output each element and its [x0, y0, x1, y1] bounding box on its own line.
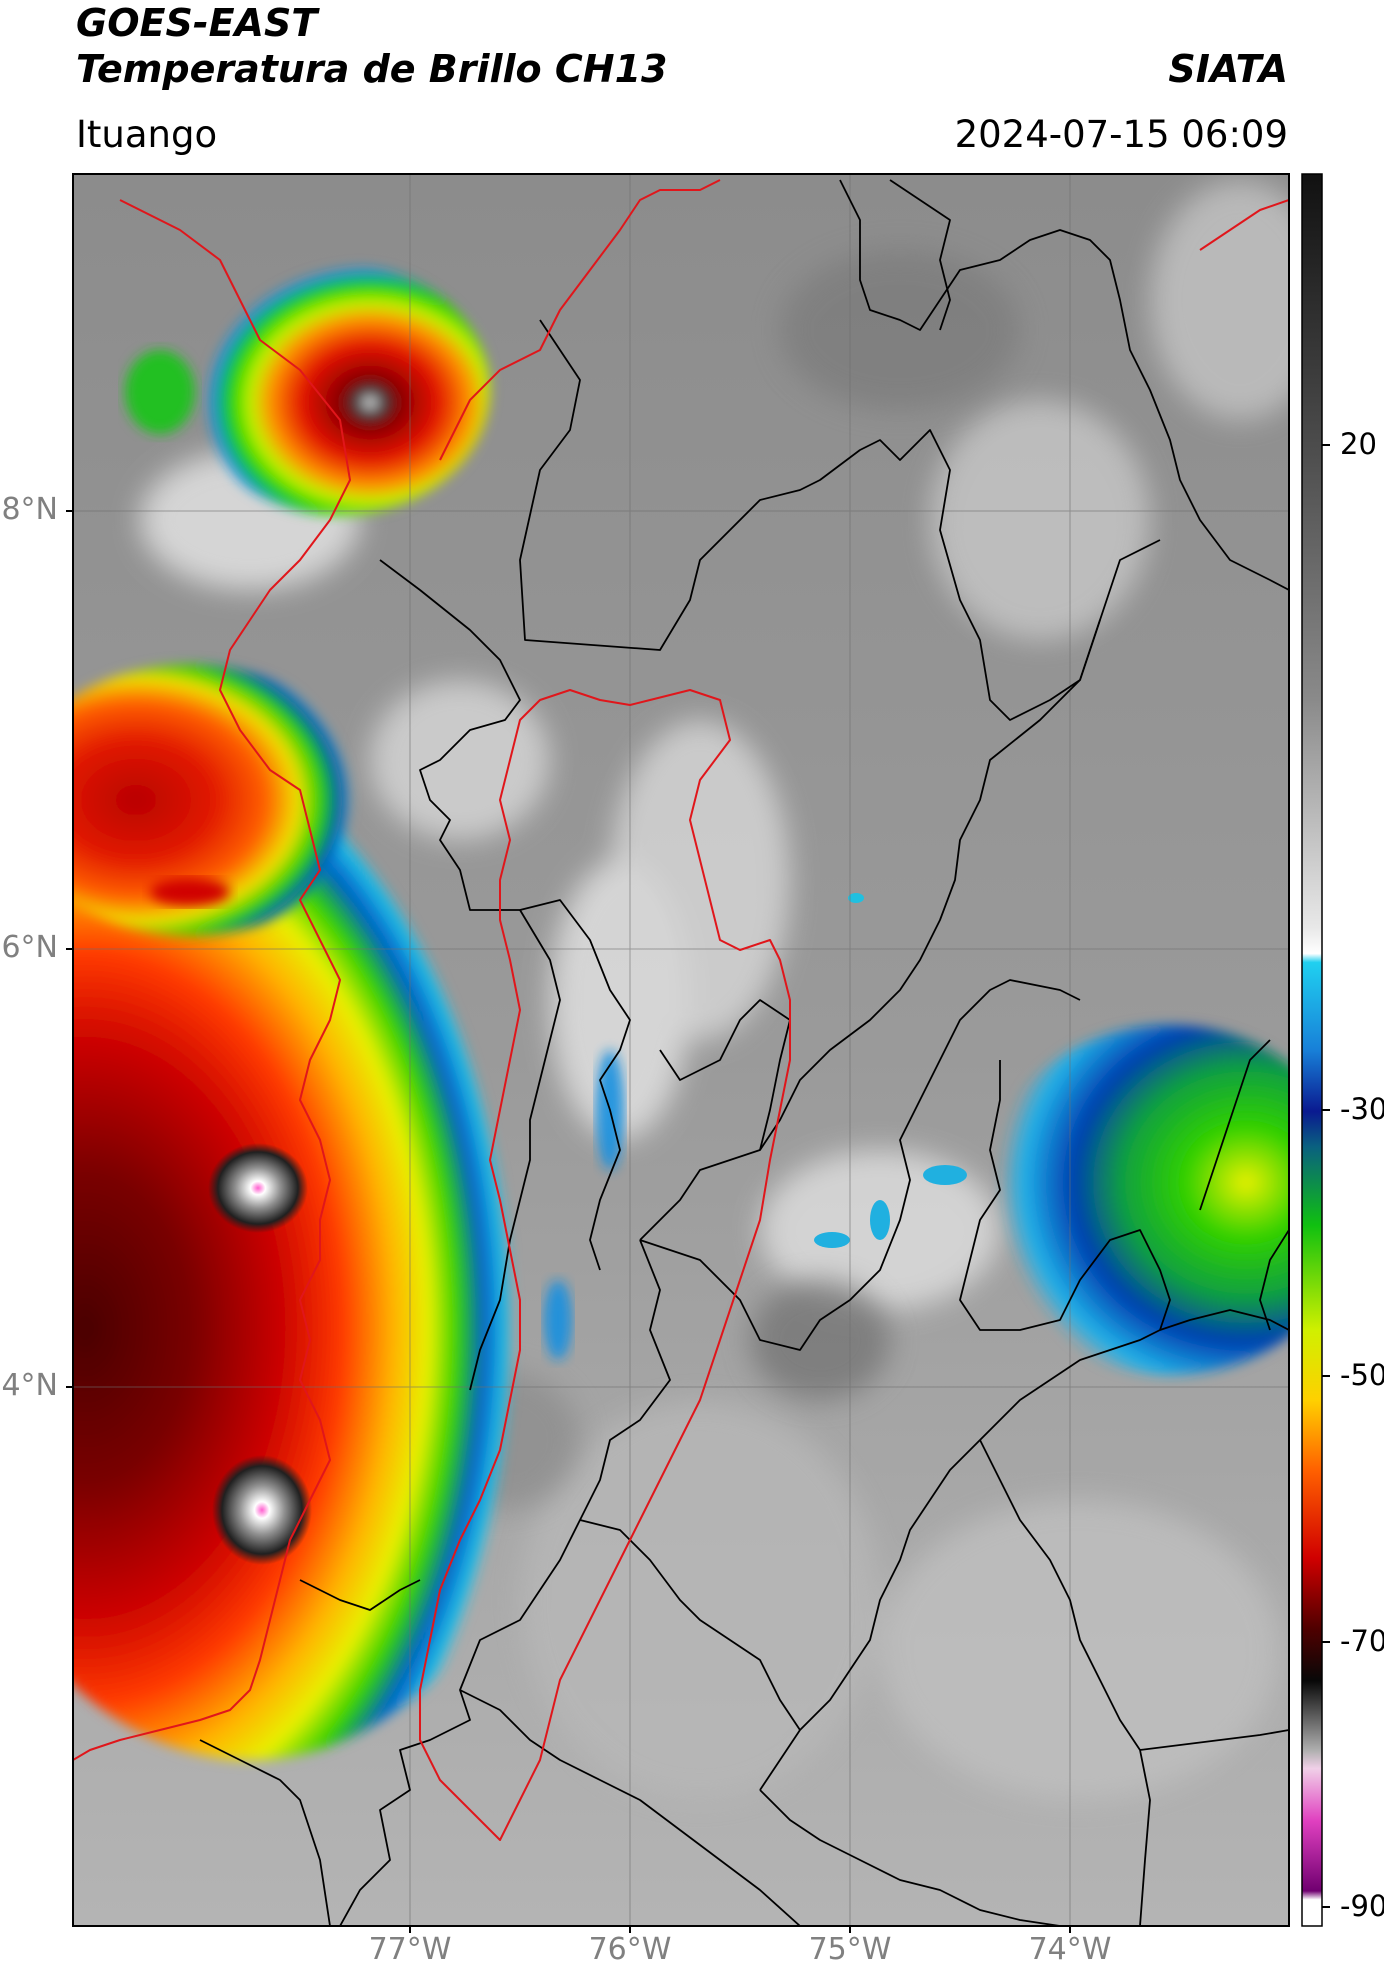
colorbar-label-minus90: -90	[1340, 1889, 1384, 1923]
lat-label-8n: 8°N	[1, 492, 58, 527]
organization-label: SIATA	[1168, 47, 1288, 91]
department-borders	[199, 179, 1289, 1926]
graticule	[73, 174, 1289, 1926]
storm-east	[814, 1025, 1289, 1375]
datetime-label: 2024-07-15 06:09	[954, 113, 1288, 156]
country-border	[73, 179, 1289, 1841]
map-frame	[72, 173, 1290, 1927]
colorbar	[1301, 173, 1330, 1927]
lat-ticks	[66, 510, 73, 1388]
lon-label-74w: 74°W	[1028, 1932, 1112, 1967]
lat-label-6n: 6°N	[1, 930, 58, 965]
title-product: Temperatura de Brillo CH13	[76, 47, 668, 91]
storm-northwest	[125, 265, 490, 515]
storm-west	[73, 665, 370, 935]
colorbar-label-20: 20	[1340, 427, 1377, 461]
lon-label-76w: 76°W	[588, 1932, 672, 1967]
colorbar-label-minus50: -50	[1340, 1358, 1384, 1392]
lon-label-75w: 75°W	[808, 1932, 892, 1967]
brightness-temperature-field	[73, 174, 1289, 1926]
title-block: GOES-EAST Temperatura de Brillo CH13	[76, 0, 667, 92]
colorbar-label-minus70: -70	[1340, 1624, 1384, 1658]
storm-southwest	[73, 800, 580, 1760]
place-label: Ituango	[76, 113, 218, 156]
colorbar-label-minus30: -30	[1340, 1092, 1384, 1126]
lat-label-4n: 4°N	[1, 1368, 58, 1403]
lon-label-77w: 77°W	[368, 1932, 452, 1967]
lon-ticks	[409, 1926, 1071, 1933]
title-satellite: GOES-EAST	[76, 1, 318, 45]
